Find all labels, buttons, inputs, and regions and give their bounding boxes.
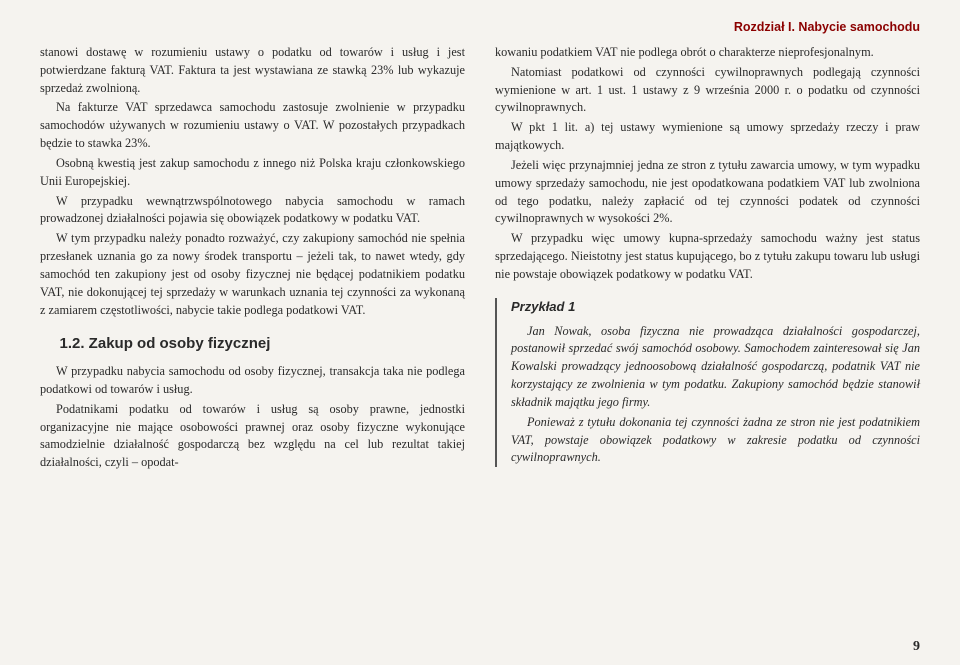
paragraph: Na fakturze VAT sprzedawca samochodu zas… <box>40 99 465 152</box>
paragraph: Natomiast podatkowi od czynności cywilno… <box>495 64 920 117</box>
left-column: stanowi dostawę w rozumieniu ustawy o po… <box>40 44 465 474</box>
paragraph: Podatnikami podatku od towarów i usług s… <box>40 401 465 472</box>
example-paragraph: Jan Nowak, osoba fizyczna nie prowadząca… <box>511 323 920 412</box>
paragraph: stanowi dostawę w rozumieniu ustawy o po… <box>40 44 465 97</box>
paragraph: kowaniu podatkiem VAT nie podlega obrót … <box>495 44 920 62</box>
section-heading: 1.2. Zakup od osoby fizycznej <box>40 333 465 355</box>
paragraph: Osobną kwestią jest zakup samochodu z in… <box>40 155 465 191</box>
paragraph: W pkt 1 lit. a) tej ustawy wymienione są… <box>495 119 920 155</box>
example-block: Przykład 1 Jan Nowak, osoba fizyczna nie… <box>495 298 920 467</box>
paragraph: Jeżeli więc przynajmniej jedna ze stron … <box>495 157 920 228</box>
example-title: Przykład 1 <box>511 298 920 317</box>
example-paragraph: Ponieważ z tytułu dokonania tej czynnośc… <box>511 414 920 467</box>
chapter-header: Rozdział I. Nabycie samochodu <box>40 20 920 34</box>
paragraph: W przypadku nabycia samochodu od osoby f… <box>40 363 465 399</box>
right-column: kowaniu podatkiem VAT nie podlega obrót … <box>495 44 920 474</box>
paragraph: W tym przypadku należy ponadto rozważyć,… <box>40 230 465 319</box>
page-number: 9 <box>913 639 920 655</box>
paragraph: W przypadku więc umowy kupna-sprzedaży s… <box>495 230 920 283</box>
text-columns: stanowi dostawę w rozumieniu ustawy o po… <box>40 44 920 474</box>
paragraph: W przypadku wewnątrzwspólnotowego nabyci… <box>40 193 465 229</box>
